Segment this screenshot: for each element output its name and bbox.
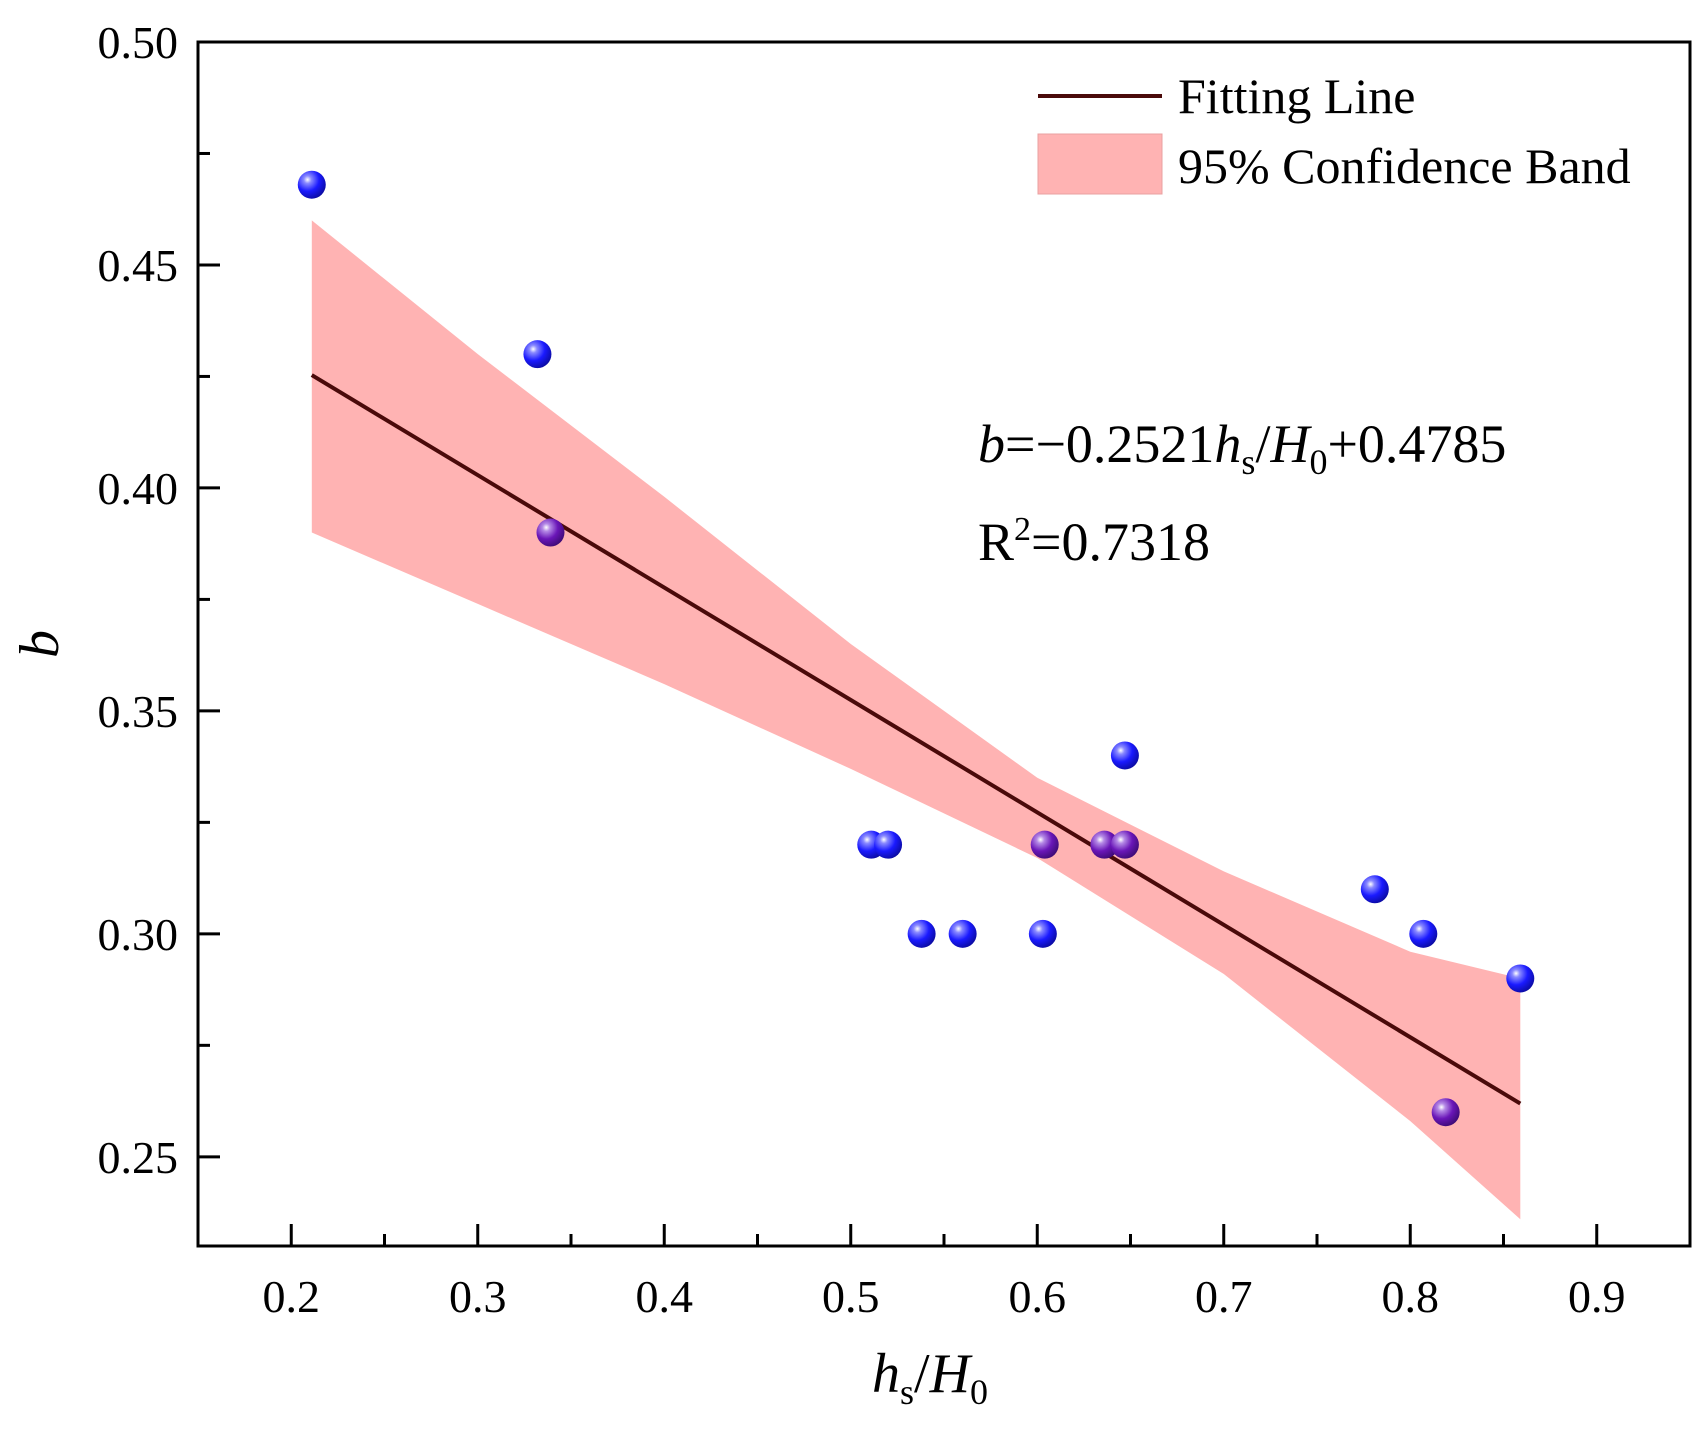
data-purple-point	[1030, 830, 1059, 859]
confidence-band	[311, 220, 1521, 1220]
data-blue-point	[874, 830, 903, 859]
x-tick-label: 0.3	[449, 1271, 507, 1322]
x-axis-title: hs/H0	[872, 1343, 988, 1412]
data-blue-point	[1409, 919, 1438, 948]
y-tick-label: 0.30	[98, 909, 179, 960]
data-blue-point	[523, 340, 552, 369]
x-tick-label: 0.6	[1009, 1271, 1067, 1322]
x-tick-label: 0.4	[636, 1271, 694, 1322]
confidence-band-layer	[311, 220, 1521, 1220]
data-blue-point	[297, 170, 326, 199]
legend-band-swatch	[1037, 133, 1163, 195]
data-points-layer	[297, 170, 1535, 1127]
fit-equation: b=−0.2521hs/H0+0.4785	[978, 414, 1506, 482]
y-tick-label: 0.35	[98, 686, 179, 737]
x-axis-ticks: 0.2 0.3 0.4 0.5 0.6 0.7 0.8 0.9	[263, 1224, 1626, 1322]
r-squared: R2=0.7318	[978, 511, 1210, 572]
x-tick-label: 0.7	[1195, 1271, 1253, 1322]
legend-band-label: 95% Confidence Band	[1178, 138, 1631, 194]
y-axis-title: b	[9, 630, 71, 658]
y-axis-ticks: 0.25 0.30 0.35 0.40 0.45 0.50	[98, 17, 220, 1183]
data-purple-point	[1431, 1098, 1460, 1127]
x-tick-label: 0.9	[1568, 1271, 1626, 1322]
data-blue-point	[1110, 741, 1139, 770]
data-blue-point	[1506, 964, 1535, 993]
data-blue-point	[1360, 875, 1389, 904]
legend-fit-line-label: Fitting Line	[1178, 68, 1416, 124]
data-purple-point	[1110, 830, 1139, 859]
x-tick-label: 0.5	[822, 1271, 880, 1322]
legend: Fitting Line 95% Confidence Band	[1037, 68, 1631, 195]
data-blue-point	[1028, 919, 1057, 948]
data-purple-point	[536, 518, 565, 547]
y-tick-label: 0.40	[98, 463, 179, 514]
fit-line	[310, 373, 1522, 1106]
x-tick-label: 0.2	[263, 1271, 321, 1322]
y-tick-label: 0.45	[98, 240, 179, 291]
data-blue-point	[948, 919, 977, 948]
x-tick-label: 0.8	[1382, 1271, 1440, 1322]
data-purple-point	[1090, 830, 1119, 859]
data-blue-point	[907, 919, 936, 948]
y-tick-label: 0.50	[98, 17, 179, 68]
fit-line-layer	[310, 373, 1522, 1106]
y-tick-label: 0.25	[98, 1132, 179, 1183]
